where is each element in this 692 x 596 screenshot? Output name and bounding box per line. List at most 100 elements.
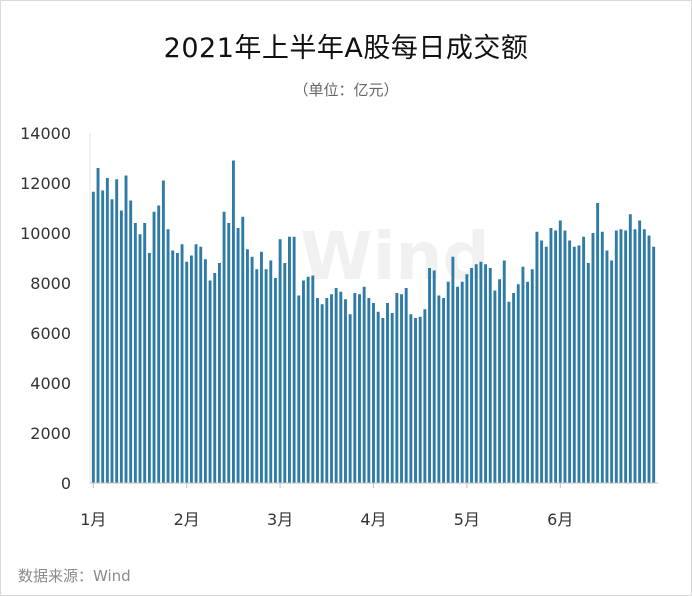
bar [638, 220, 642, 483]
bar [217, 263, 221, 483]
bar [614, 230, 618, 483]
x-tick-label: 1月 [80, 510, 106, 529]
bar [203, 259, 207, 483]
bar [526, 281, 530, 483]
bar [175, 253, 179, 483]
chart-subtitle: （单位：亿元） [293, 81, 399, 99]
bar [409, 314, 413, 483]
bar [386, 303, 389, 483]
bar [568, 240, 572, 483]
bar [619, 229, 623, 483]
bar [278, 239, 282, 483]
bar [642, 229, 646, 483]
bar [628, 214, 632, 483]
bar [96, 168, 100, 483]
bar [414, 318, 417, 483]
bar [442, 298, 445, 483]
bar [157, 205, 161, 483]
bar [166, 229, 170, 483]
bar [255, 269, 259, 483]
bar [367, 298, 371, 483]
bar [358, 294, 361, 483]
y-tick-label: 10000 [20, 224, 71, 243]
bar [624, 230, 628, 483]
bar [119, 210, 123, 483]
bar [423, 309, 427, 483]
bar-series [91, 160, 656, 483]
bar [479, 261, 483, 483]
bar [339, 291, 343, 483]
bar [311, 275, 315, 483]
bar [465, 274, 469, 483]
bar [241, 216, 245, 483]
bar [344, 299, 347, 483]
bar [610, 260, 614, 483]
bar [227, 223, 231, 483]
bar [572, 246, 576, 483]
watermark-logo: Wind [300, 218, 490, 295]
bar [432, 270, 436, 483]
bar [161, 180, 165, 483]
bar [325, 298, 329, 483]
bar [400, 294, 403, 483]
bar [208, 280, 212, 483]
bar [171, 250, 175, 483]
x-tick-label: 6月 [547, 510, 573, 529]
bar [199, 246, 203, 483]
bar [647, 235, 651, 483]
bar [320, 304, 324, 483]
y-tick-label: 12000 [20, 174, 71, 193]
bar [115, 179, 119, 483]
bar [456, 286, 459, 483]
bar [544, 246, 548, 483]
bar [596, 203, 600, 483]
bar [138, 234, 142, 483]
bar [404, 288, 408, 483]
bar [91, 191, 95, 483]
y-tick-label: 4000 [30, 374, 71, 393]
y-axis: 0 2000 4000 6000 8000 10000 12000 14000 [20, 124, 91, 493]
bar [334, 288, 338, 483]
bar [470, 268, 474, 483]
bar [288, 236, 291, 483]
bar [124, 175, 128, 483]
bar [273, 278, 277, 483]
x-tick-label: 5月 [454, 510, 480, 529]
y-tick-label: 8000 [30, 274, 71, 293]
bar [105, 178, 109, 483]
bar [316, 298, 319, 483]
y-tick-label: 14000 [20, 124, 71, 143]
bar [376, 311, 380, 483]
bar [446, 281, 450, 483]
bar [297, 295, 301, 483]
bar [460, 281, 464, 483]
bar [558, 220, 562, 483]
x-tick-label: 4月 [360, 510, 386, 529]
bar [563, 230, 567, 483]
bar [521, 266, 525, 483]
bar [143, 223, 147, 483]
bar [516, 284, 520, 483]
bar [586, 263, 590, 483]
bar [306, 276, 310, 483]
bar [348, 314, 352, 483]
bar [512, 293, 516, 483]
bar [101, 190, 105, 483]
bar [428, 268, 431, 483]
bar [362, 286, 366, 483]
x-axis: 1月 2月 3月 4月 5月 6月 [80, 483, 573, 529]
bar [189, 255, 193, 483]
bar [185, 261, 189, 483]
bar [652, 246, 656, 483]
bar [231, 160, 235, 483]
bar [302, 280, 305, 483]
chart-title: 2021年上半年A股每日成交额 [163, 33, 529, 64]
bar [381, 318, 385, 483]
bar [213, 273, 217, 483]
bar [488, 268, 492, 483]
bar [245, 249, 249, 483]
bar [600, 231, 604, 483]
bar [498, 279, 502, 483]
bar [507, 301, 511, 483]
bar [484, 264, 488, 483]
